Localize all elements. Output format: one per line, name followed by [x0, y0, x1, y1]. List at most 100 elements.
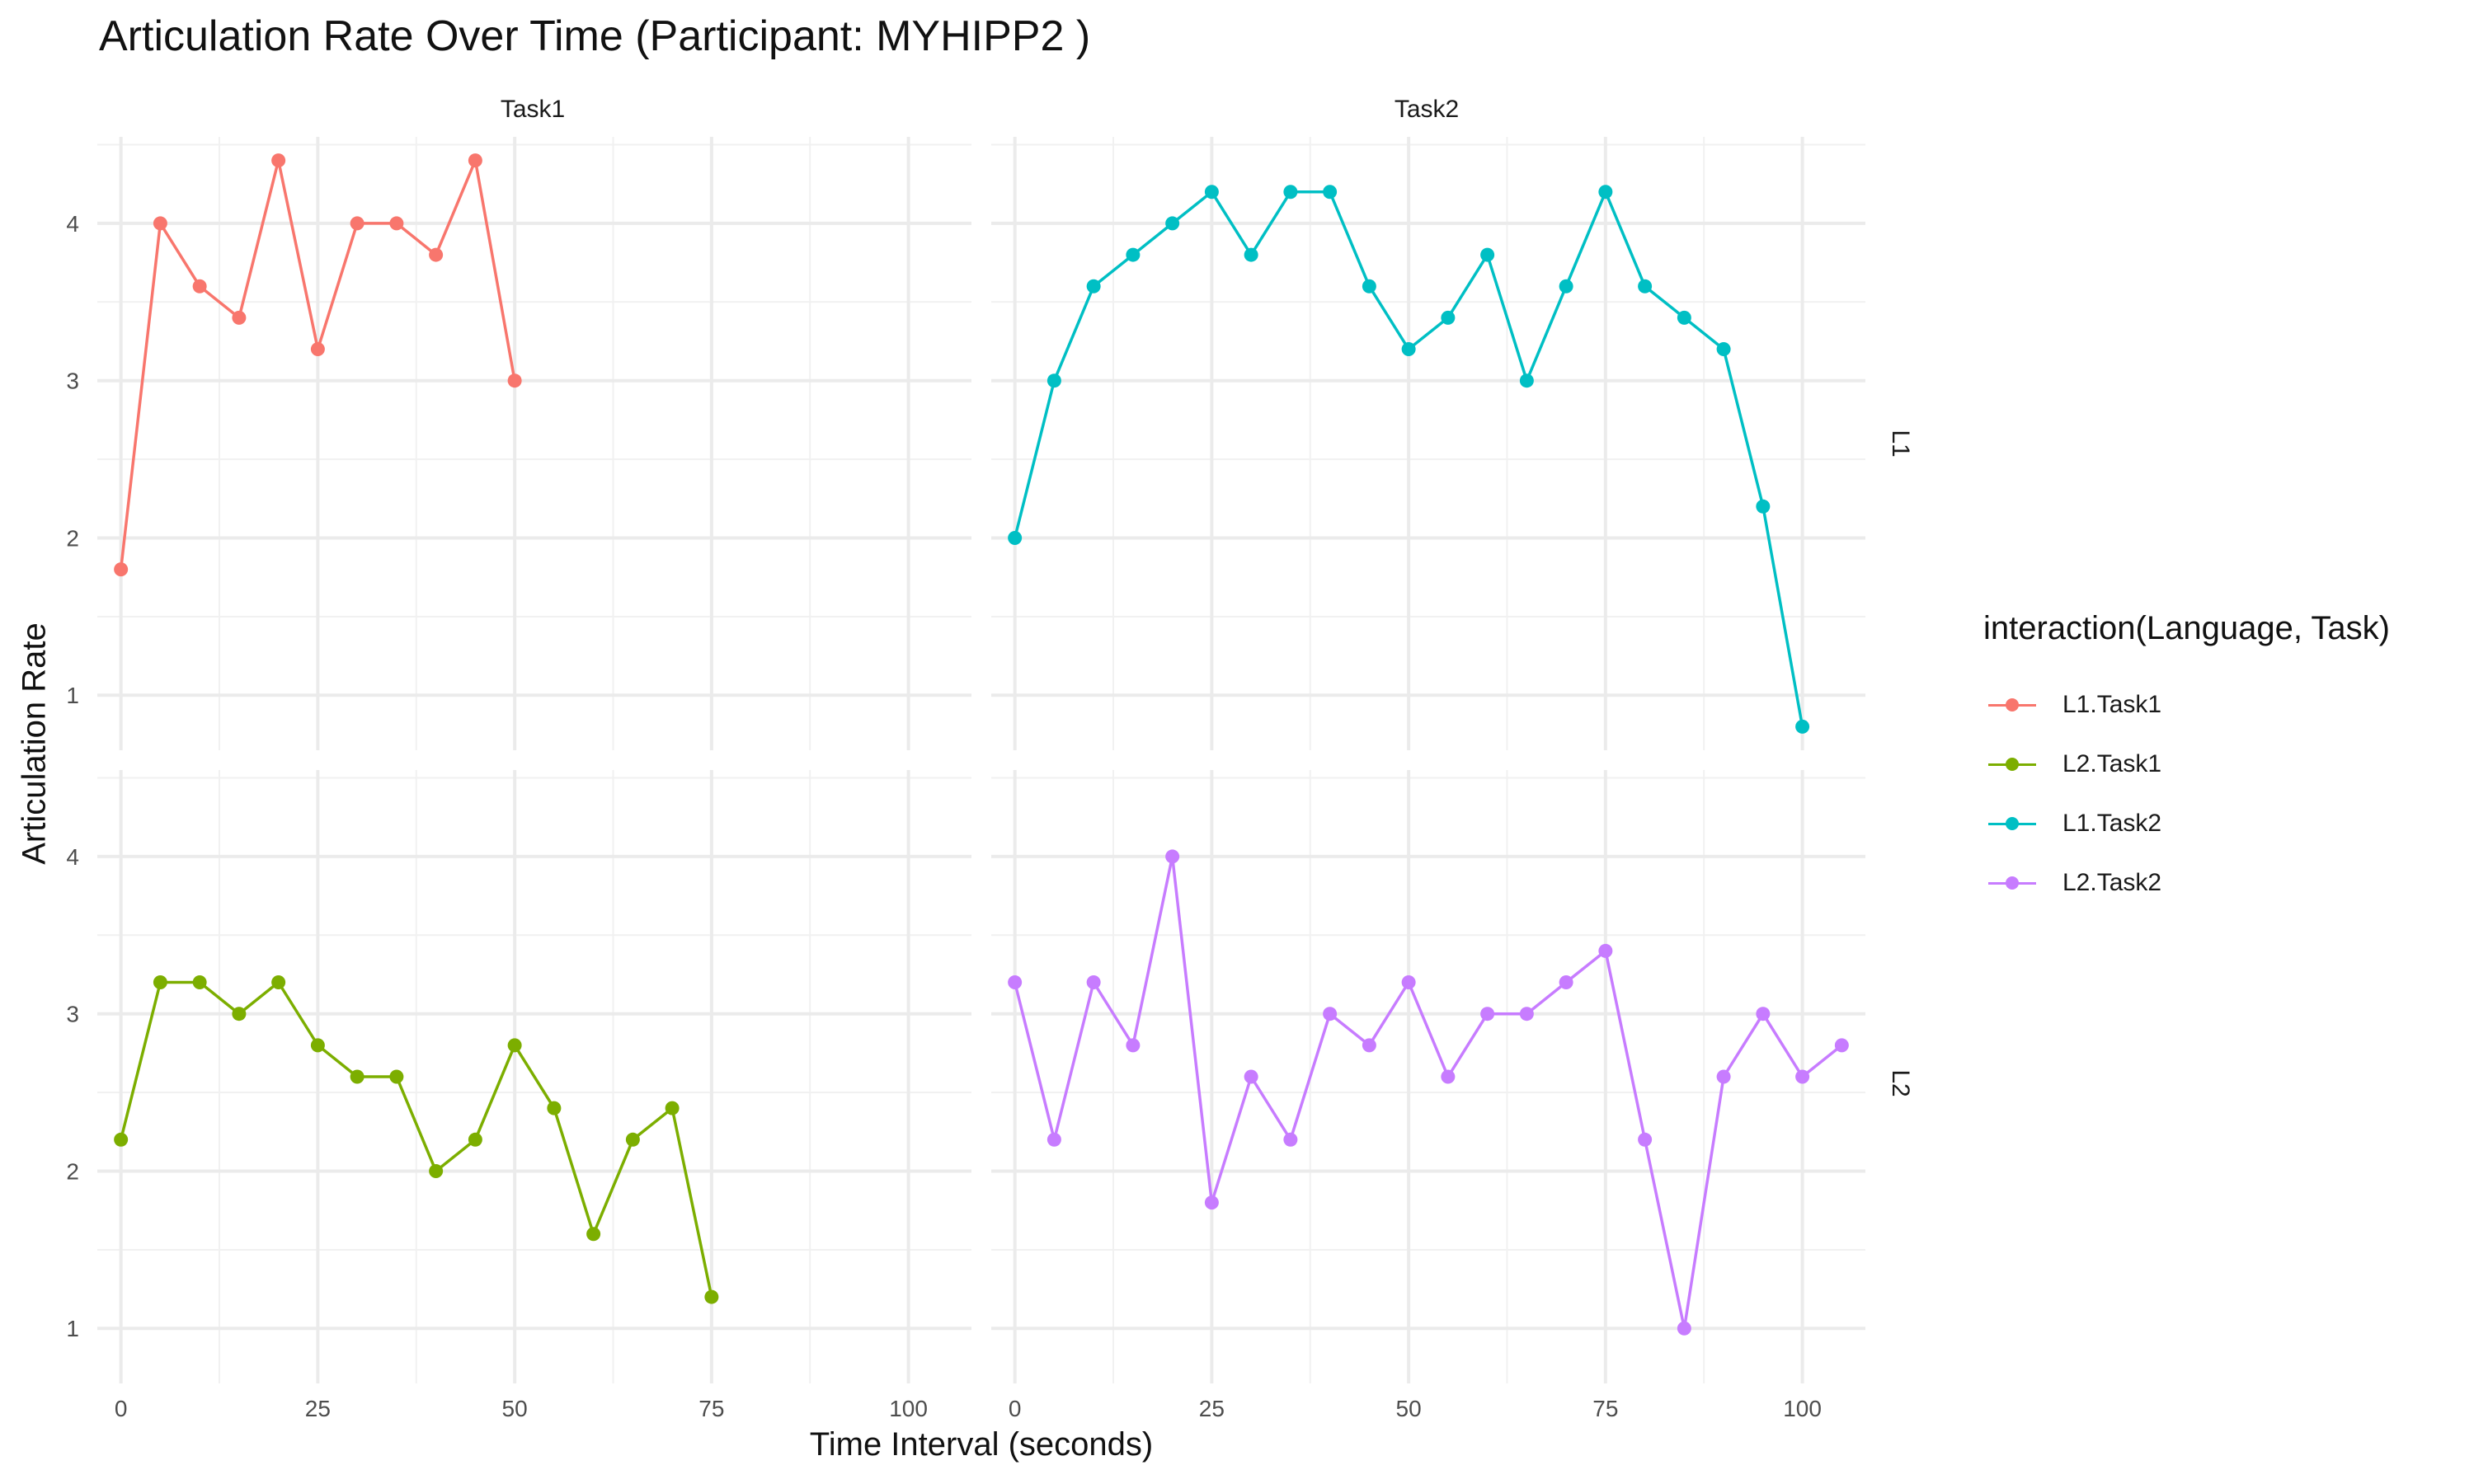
data-point-l2-task1 [507, 1038, 522, 1053]
data-point-l2-task1 [310, 1038, 325, 1053]
data-point-l1-task2 [1126, 247, 1141, 262]
data-point-l1-task2 [1244, 247, 1258, 262]
data-point-l2-task2 [1598, 943, 1613, 958]
data-point-l2-task2 [1401, 975, 1416, 990]
facet-strip-l1: L1 [1887, 430, 1914, 458]
legend-label: L1.Task2 [2062, 810, 2162, 837]
series-line-l2-task1 [119, 980, 713, 1298]
data-point-l1-task1 [310, 342, 325, 357]
x-tick-label: 75 [1592, 1396, 1618, 1421]
data-point-l1-task2 [1795, 719, 1810, 734]
data-point-l2-task2 [1323, 1007, 1338, 1021]
data-point-l1-task2 [1047, 373, 1061, 388]
legend: interaction(Language, Task) L1.Task1 L2.… [1983, 610, 2390, 913]
x-tick-label: 25 [305, 1396, 331, 1421]
data-point-l2-task1 [350, 1069, 365, 1084]
data-point-l2-task2 [1756, 1007, 1771, 1021]
data-point-l1-task1 [468, 153, 482, 168]
legend-item-l1-task2: L1.Task2 [1983, 794, 2390, 853]
legend-key-l1-task2 [1983, 807, 2041, 840]
data-point-l1-task2 [1716, 342, 1731, 357]
y-tick-label: 4 [66, 844, 79, 870]
data-point-l2-task2 [1244, 1069, 1258, 1084]
data-point-l1-task2 [1480, 247, 1495, 262]
data-point-l2-task1 [192, 975, 207, 990]
data-point-l2-task1 [232, 1007, 247, 1021]
series-line-l2-task2 [1013, 855, 1843, 1330]
y-tick-label: 3 [66, 1002, 79, 1027]
data-point-l1-task2 [1086, 279, 1101, 294]
data-point-l2-task2 [1165, 849, 1180, 864]
data-point-l2-task1 [468, 1132, 482, 1147]
y-tick-label: 1 [66, 1316, 79, 1341]
y-axis-label: Articulation Rate [16, 622, 53, 865]
x-axis-label: Time Interval (seconds) [809, 1426, 1154, 1463]
data-point-l2-task2 [1834, 1038, 1849, 1053]
data-point-l1-task2 [1598, 185, 1613, 200]
data-point-l1-task1 [389, 216, 404, 231]
x-tick-label: 0 [1009, 1396, 1022, 1421]
data-point-l1-task2 [1638, 279, 1653, 294]
x-tick-label: 100 [889, 1396, 928, 1421]
chart-title: Articulation Rate Over Time (Participant… [99, 12, 1091, 60]
data-point-l1-task1 [271, 153, 286, 168]
data-point-l1-task2 [1559, 279, 1573, 294]
data-point-l2-task2 [1362, 1038, 1376, 1053]
y-tick-label: 4 [66, 211, 79, 237]
data-point-l1-task2 [1204, 185, 1219, 200]
data-point-l2-task1 [586, 1227, 601, 1242]
data-point-l2-task2 [1283, 1132, 1298, 1147]
x-tick-label: 50 [1396, 1396, 1422, 1421]
data-point-l1-task1 [350, 216, 365, 231]
data-point-l2-task1 [429, 1163, 444, 1178]
legend-item-l2-task2: L2.Task2 [1983, 853, 2390, 913]
data-point-l1-task2 [1519, 373, 1534, 388]
legend-key-l2-task1 [1983, 748, 2041, 781]
data-point-l2-task2 [1677, 1321, 1691, 1336]
data-point-l2-task1 [625, 1132, 640, 1147]
data-point-l1-task2 [1283, 185, 1298, 200]
data-point-l1-task2 [1677, 310, 1691, 325]
data-point-l1-task1 [153, 216, 167, 231]
data-point-l2-task2 [1204, 1195, 1219, 1210]
facet-strip-l2: L2 [1887, 1069, 1914, 1097]
legend-key-l1-task1 [1983, 688, 2041, 721]
legend-key-l2-task2 [1983, 866, 2041, 899]
legend-label: L1.Task1 [2062, 691, 2162, 718]
data-point-l2-task2 [1047, 1132, 1061, 1147]
y-tick-label: 2 [66, 1158, 79, 1184]
data-point-l2-task2 [1795, 1069, 1810, 1084]
data-point-l2-task2 [1441, 1069, 1456, 1084]
x-tick-label: 0 [115, 1396, 128, 1421]
data-point-l1-task2 [1756, 499, 1771, 514]
x-tick-label: 50 [502, 1396, 528, 1421]
legend-item-l2-task1: L2.Task1 [1983, 735, 2390, 794]
data-point-l2-task2 [1008, 975, 1023, 990]
data-point-l2-task1 [153, 975, 167, 990]
x-tick-label: 25 [1199, 1396, 1225, 1421]
data-point-l1-task2 [1401, 342, 1416, 357]
data-point-l1-task1 [507, 373, 522, 388]
y-tick-label: 3 [66, 369, 79, 394]
data-point-l2-task2 [1519, 1007, 1534, 1021]
data-point-l1-task1 [114, 562, 129, 577]
data-point-l2-task2 [1559, 975, 1573, 990]
data-point-l2-task2 [1638, 1132, 1653, 1147]
data-point-l2-task2 [1086, 975, 1101, 990]
y-tick-label: 2 [66, 525, 79, 551]
data-point-l2-task2 [1126, 1038, 1141, 1053]
legend-label: L2.Task2 [2062, 869, 2162, 896]
legend-title: interaction(Language, Task) [1983, 610, 2390, 646]
facet-strip-task1: Task1 [500, 96, 566, 123]
data-point-l1-task2 [1441, 310, 1456, 325]
legend-label: L2.Task1 [2062, 750, 2162, 777]
y-tick-label: 1 [66, 683, 79, 708]
data-point-l1-task1 [429, 247, 444, 262]
x-tick-label: 100 [1783, 1396, 1822, 1421]
data-point-l2-task1 [114, 1132, 129, 1147]
data-point-l1-task2 [1362, 279, 1376, 294]
data-point-l2-task2 [1480, 1007, 1495, 1021]
data-point-l2-task1 [547, 1101, 562, 1115]
x-tick-label: 75 [698, 1396, 724, 1421]
